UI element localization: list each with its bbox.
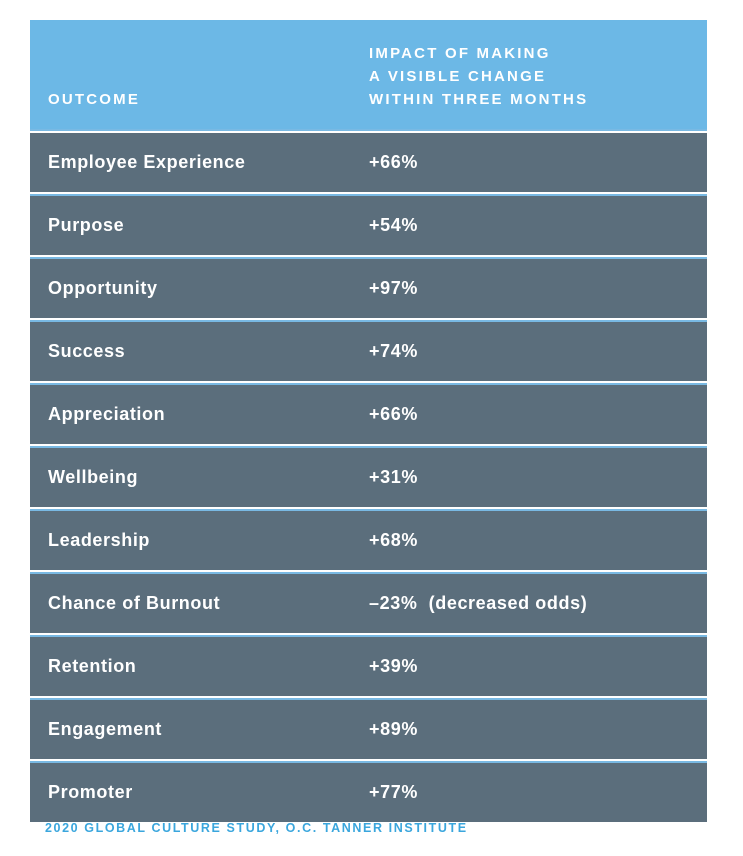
outcome-cell: Retention [48, 656, 137, 676]
impact-value-cell: +39% [369, 656, 418, 676]
row-separator [30, 635, 707, 637]
row-separator [30, 698, 707, 700]
impact-value-cell: +54% [369, 215, 418, 235]
table-row: Appreciation +66% [30, 385, 707, 444]
table-row: Opportunity +97% [30, 259, 707, 318]
impact-value-cell: +31% [369, 467, 418, 487]
outcome-cell: Success [48, 341, 126, 361]
outcome-cell: Appreciation [48, 404, 166, 424]
table-row: Purpose +54% [30, 196, 707, 255]
row-separator [30, 194, 707, 196]
outcome-cell: Wellbeing [48, 467, 139, 487]
outcome-cell: Promoter [48, 782, 133, 802]
outcome-table: OUTCOME IMPACT OF MAKING A VISIBLE CHANG… [30, 20, 707, 822]
table-row: Success +74% [30, 322, 707, 381]
outcome-cell: Engagement [48, 719, 163, 739]
outcome-cell: Employee Experience [48, 152, 246, 172]
table-row: Employee Experience +66% [30, 133, 707, 192]
impact-value-cell: +89% [369, 719, 418, 739]
table-row: Promoter +77% [30, 763, 707, 822]
source-citation: 2020 GLOBAL CULTURE STUDY, O.C. TANNER I… [45, 821, 468, 835]
table-row: Leadership +68% [30, 511, 707, 570]
column-header-outcome: OUTCOME [48, 91, 141, 108]
column-header-impact: IMPACT OF MAKING A VISIBLE CHANGE WITHIN… [369, 45, 589, 108]
table-body: Employee Experience +66% Purpose +54% Op… [30, 133, 707, 822]
table-row: Chance of Burnout –23% (decreased odds) [30, 574, 707, 633]
row-separator [30, 509, 707, 511]
impact-value-cell: +66% [369, 152, 418, 172]
row-separator [30, 383, 707, 385]
row-separator [30, 761, 707, 763]
row-separator [30, 129, 707, 131]
table-header: OUTCOME IMPACT OF MAKING A VISIBLE CHANG… [30, 20, 707, 129]
row-separator [30, 572, 707, 574]
row-separator [30, 257, 707, 259]
outcome-cell: Leadership [48, 530, 151, 550]
outcome-cell: Chance of Burnout [48, 593, 221, 613]
impact-value-cell: +66% [369, 404, 418, 424]
outcome-cell: Purpose [48, 215, 125, 235]
row-separator [30, 320, 707, 322]
table-row: Retention +39% [30, 637, 707, 696]
row-separator [30, 446, 707, 448]
table-row: Engagement +89% [30, 700, 707, 759]
impact-value-cell: +74% [369, 341, 418, 361]
impact-value-cell: +68% [369, 530, 418, 550]
outcome-cell: Opportunity [48, 278, 158, 298]
impact-value-cell: +97% [369, 278, 418, 298]
impact-value-cell: +77% [369, 782, 418, 802]
impact-value-cell: –23% (decreased odds) [369, 593, 588, 613]
table-row: Wellbeing +31% [30, 448, 707, 507]
